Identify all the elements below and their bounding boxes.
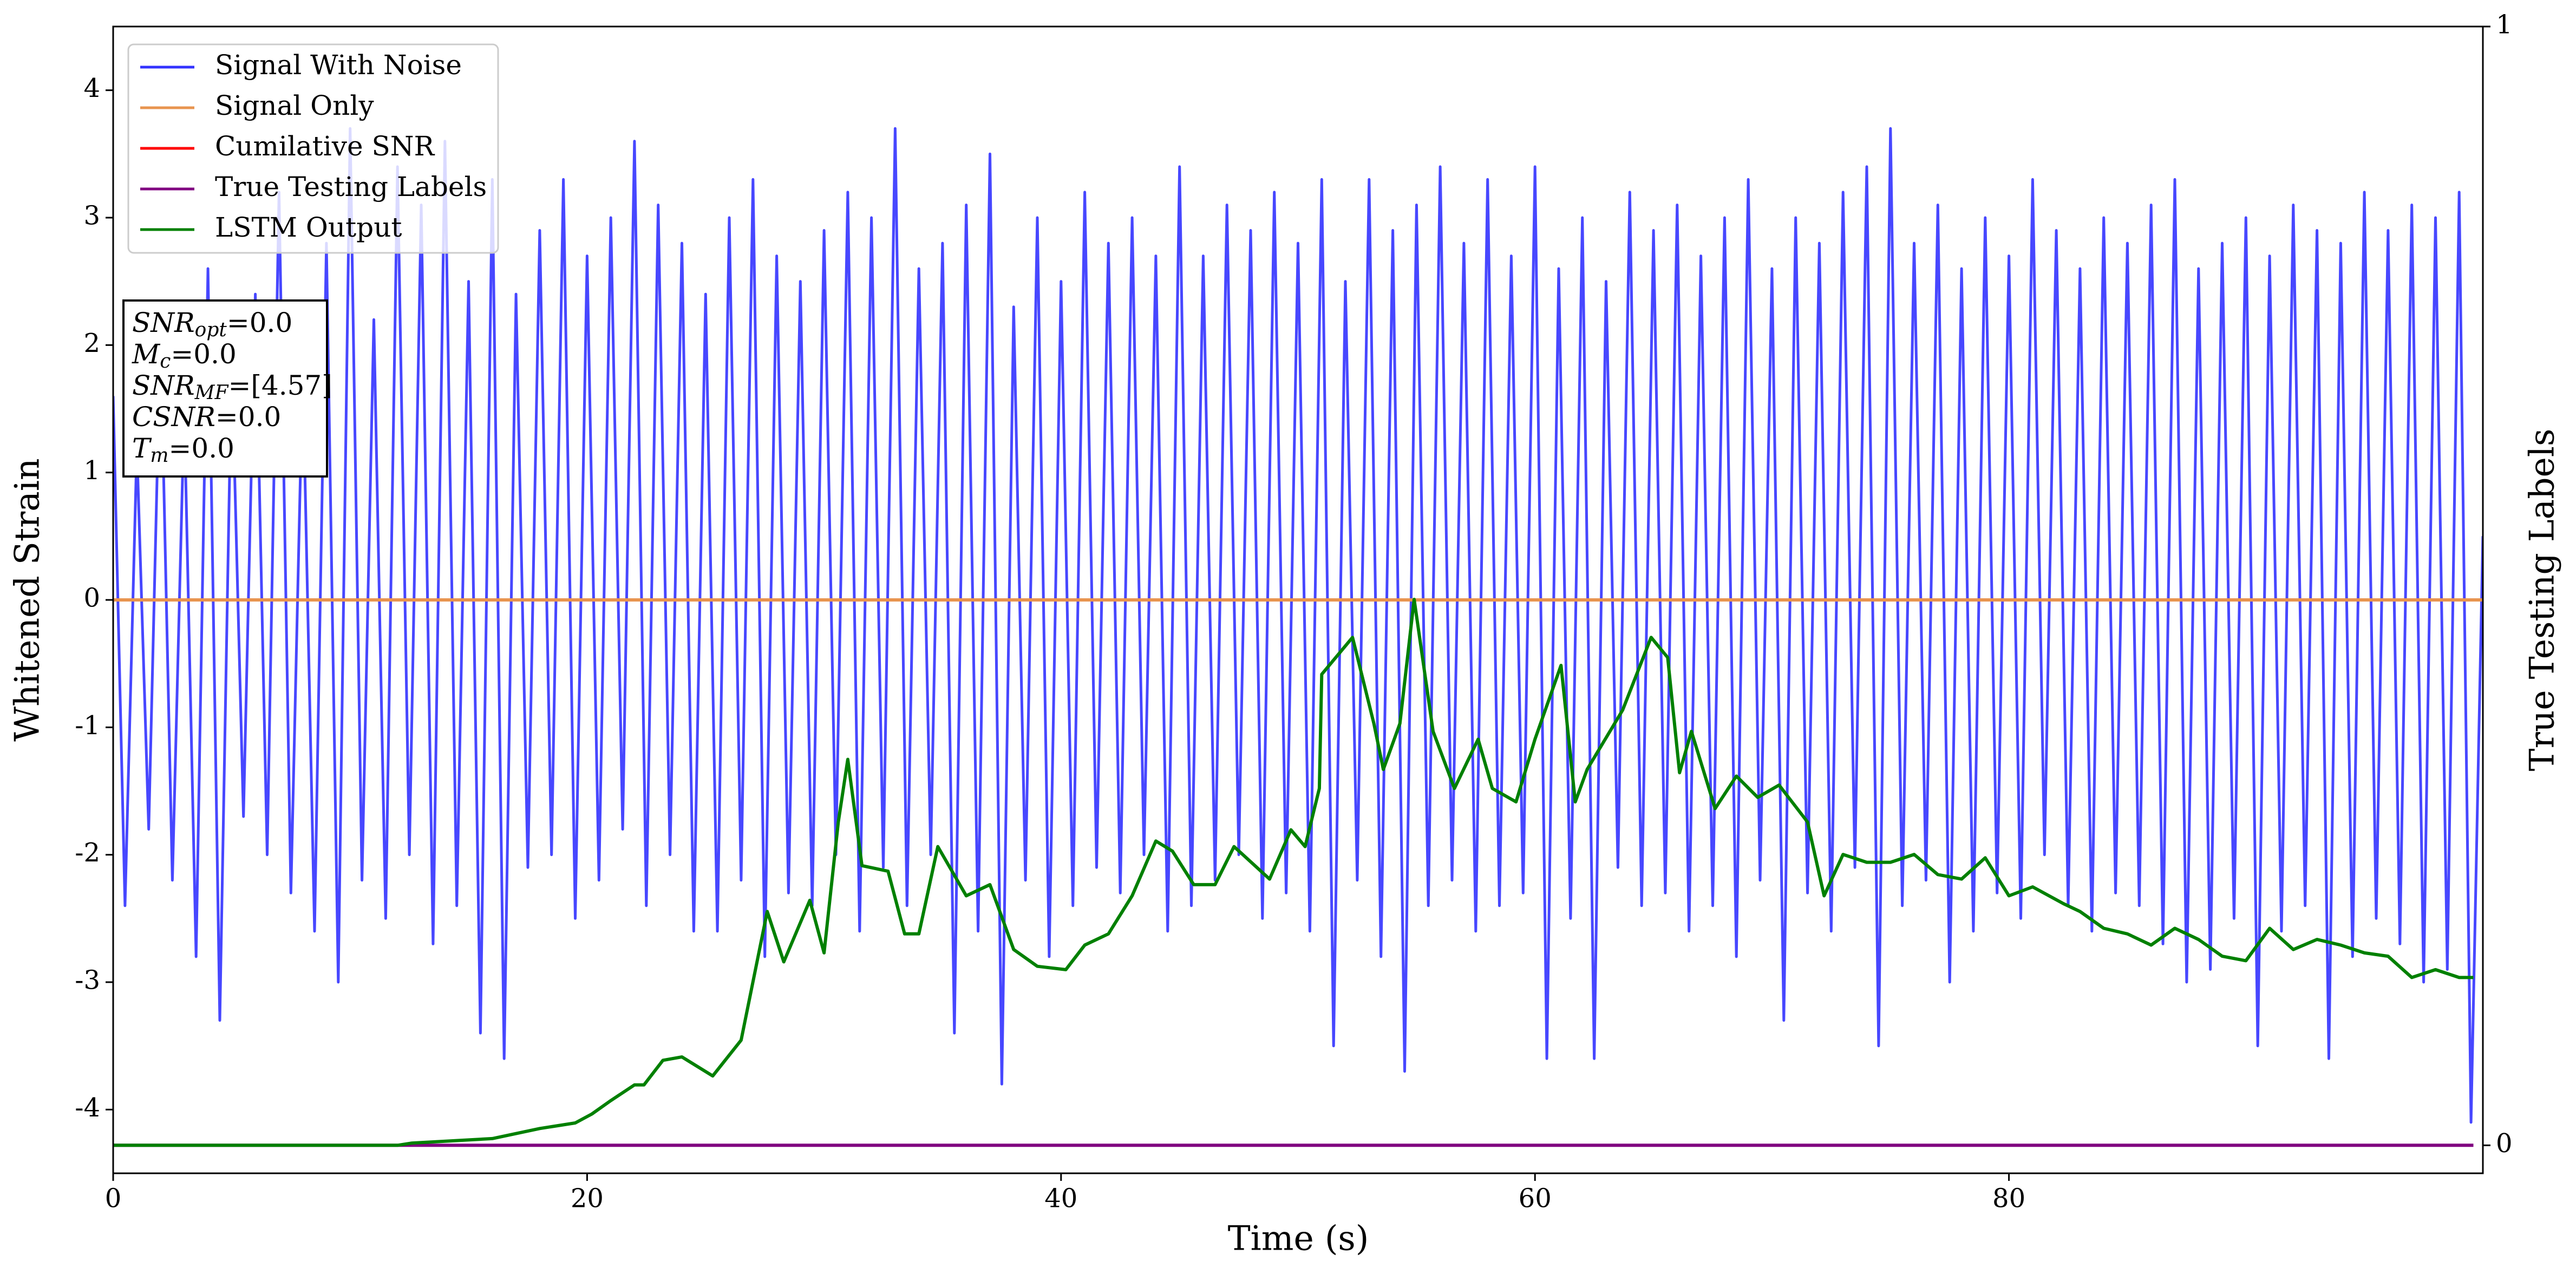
- annotation-subscript: MF: [194, 382, 230, 404]
- legend-label: LSTM Output: [215, 212, 402, 243]
- y-tick-label: -1: [75, 710, 100, 741]
- legend-label: Signal With Noise: [215, 49, 462, 81]
- y2-axis-label: True Testing Labels: [2522, 429, 2562, 772]
- legend-label: Cumilative SNR: [215, 130, 435, 162]
- annotation-text: =0.0: [169, 433, 234, 464]
- x-tick-label: 80: [1992, 1184, 2025, 1214]
- y-tick-label: 2: [83, 328, 100, 358]
- y2-tick-label: 1: [2496, 10, 2513, 40]
- annotation-line: SNRopt=0.0: [132, 307, 292, 341]
- y-tick-label: -2: [75, 838, 100, 868]
- y-tick-label: 0: [83, 583, 100, 613]
- annotation-text: =[4.57]: [228, 370, 332, 401]
- y-tick-label: -4: [75, 1093, 100, 1123]
- annotation-line: CSNR=0.0: [132, 401, 281, 433]
- annotation-symbol: SNR: [132, 307, 195, 338]
- y-tick-label: 1: [83, 455, 100, 486]
- annotation-text: =0.0: [227, 307, 292, 338]
- annotation-symbol: CSNR: [132, 401, 215, 433]
- annotation-box: [122, 299, 328, 478]
- annotation-symbol: T: [132, 433, 152, 464]
- x-axis-label: Time (s): [1228, 1219, 1369, 1258]
- legend-label: True Testing Labels: [215, 171, 487, 202]
- annotation-line: Mc=0.0: [132, 338, 237, 373]
- x-tick-label: 20: [571, 1184, 604, 1214]
- y2-tick-label: 0: [2496, 1128, 2513, 1159]
- annotation-subscript: m: [150, 445, 168, 467]
- y-tick-label: 4: [83, 73, 100, 103]
- annotation-line: Tm=0.0: [132, 433, 234, 467]
- series-line: [113, 598, 2474, 1147]
- annotation-subscript: opt: [195, 319, 227, 341]
- series-line: [113, 127, 2483, 1124]
- x-tick-label: 0: [105, 1184, 122, 1214]
- y-axis-label: Whitened Strain: [8, 458, 47, 741]
- x-tick-label: 60: [1519, 1184, 1552, 1214]
- annotation-text: =0.0: [171, 338, 236, 370]
- legend-label: Signal Only: [215, 90, 374, 121]
- annotation-symbol: SNR: [132, 370, 195, 401]
- legend-box: [127, 43, 499, 254]
- x-tick-label: 40: [1044, 1184, 1077, 1214]
- annotation-symbol: M: [132, 338, 161, 370]
- annotation-text: =0.0: [215, 401, 281, 433]
- y-tick-label: 3: [83, 201, 100, 231]
- plot-frame: [112, 25, 2484, 1174]
- y-tick-label: -3: [75, 965, 100, 996]
- annotation-subscript: c: [160, 350, 171, 373]
- annotation-line: SNRMF=[4.57]: [132, 370, 332, 404]
